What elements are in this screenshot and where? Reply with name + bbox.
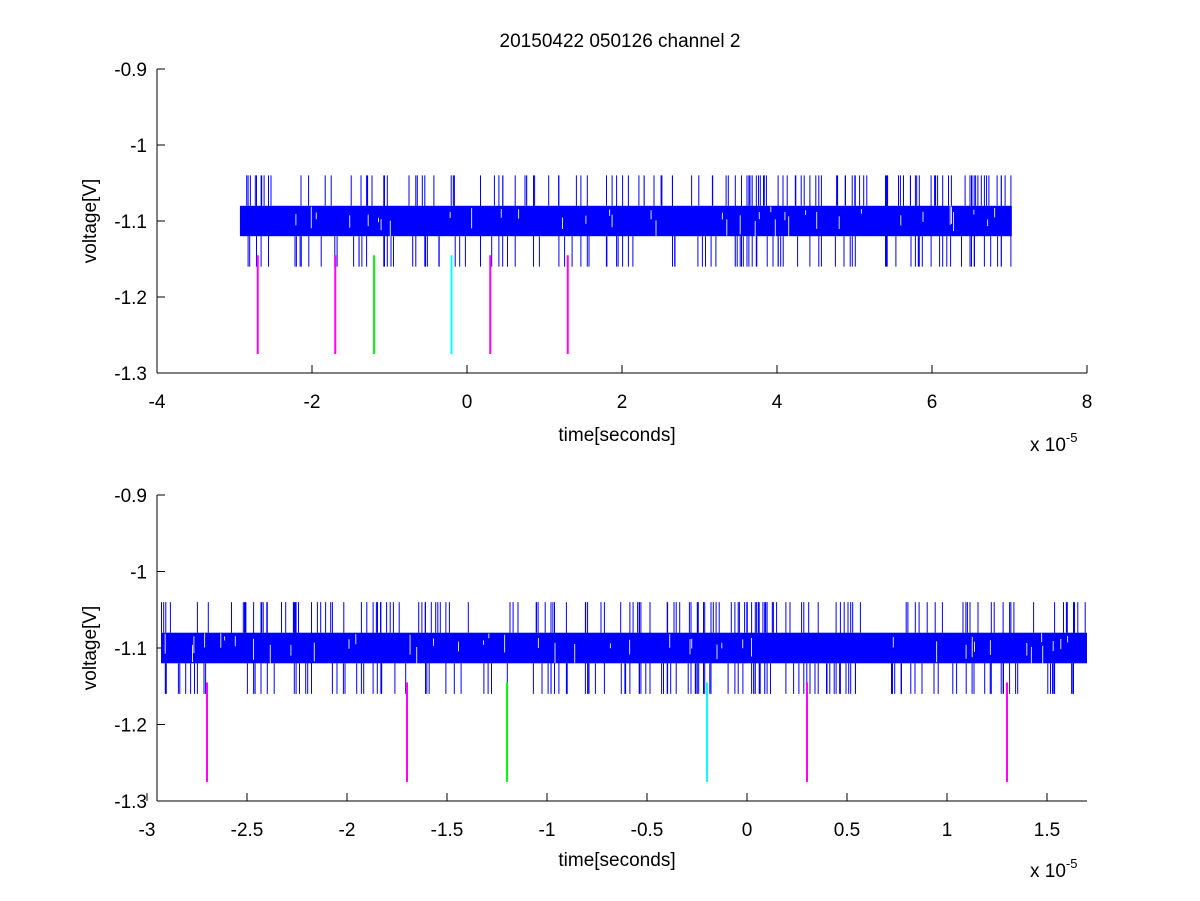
y-tick-label: -1.1 [114, 639, 147, 660]
signal-series [239, 175, 1012, 267]
y-axis-label: voltage[V] [80, 179, 101, 264]
signal-band-gaps [295, 205, 996, 237]
x-tick-label: 0 [742, 820, 753, 841]
x-tick-label: -0.5 [631, 820, 664, 841]
x-exponent-base: x 10 [1030, 861, 1066, 882]
y-tick-label: -1.2 [114, 716, 147, 737]
x-tick-label: -3 [139, 820, 156, 841]
x-tick-label: 1.5 [1034, 820, 1060, 841]
y-tick-label: -1.2 [114, 288, 147, 309]
x-tick-label: -1.5 [431, 820, 464, 841]
figure-title: 20150422 050126 channel 2 [500, 31, 741, 52]
x-tick-label: -4 [149, 392, 166, 413]
x-tick-label: 0.5 [834, 820, 860, 841]
signal-spikes [246, 175, 1012, 267]
signal-band-gaps [164, 633, 1069, 664]
y-tick-label: -1.3 [114, 364, 147, 385]
x-tick-label: 0 [462, 392, 473, 413]
x-exponent-base: x 10 [1030, 435, 1066, 456]
x-tick-label: -2.5 [231, 820, 264, 841]
x-axis-label: time[seconds] [558, 425, 675, 446]
y-tick-label: -1.3 [114, 792, 147, 813]
signal-band [161, 632, 1087, 664]
x-axis-label: time[seconds] [558, 850, 675, 871]
x-tick-label: -1 [539, 820, 556, 841]
x-exponent-label: x 10-5 [1030, 430, 1077, 456]
signal-series [161, 602, 1087, 694]
y-tick-label: -1.1 [114, 212, 147, 233]
y-tick-label: -0.9 [114, 60, 147, 81]
x-tick-label: 6 [927, 392, 938, 413]
x-tick-label: 8 [1082, 392, 1093, 413]
y-tick-label: -0.9 [114, 486, 147, 507]
x-tick-label: 4 [772, 392, 783, 413]
y-tick-label: -1 [130, 563, 147, 584]
x-tick-label: -2 [304, 392, 321, 413]
x-tick-label: 1 [942, 820, 953, 841]
axes-top: -4 -2 0 2 4 6 8 -0.9 -1 -1.1 -1.2 -1.3 time[seconds]… [80, 60, 1092, 456]
x-exponent-power: -5 [1066, 430, 1078, 445]
x-exponent-label: x 10-5 [1030, 856, 1077, 882]
x-tick-label: -2 [339, 820, 356, 841]
signal-band [239, 205, 1012, 237]
axes-bottom: -3 -2.5 -2 -1.5 -1 -0.5 0 0.5 1 1.5 -0.9 -1 -1.1 -1.2… [80, 486, 1087, 882]
y-tick-label: -1 [130, 136, 147, 157]
x-exponent-power: -5 [1066, 856, 1078, 871]
y-axis-label: voltage[V] [80, 606, 101, 691]
x-tick-label: 2 [617, 392, 628, 413]
